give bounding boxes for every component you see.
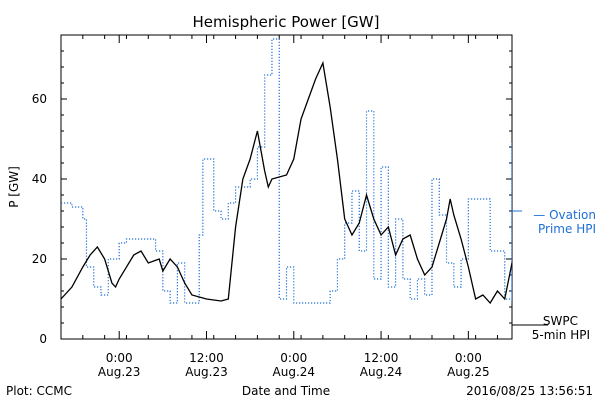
footer-left: Plot: CCMC — [6, 384, 72, 398]
series-ovation-prime-line — [61, 38, 512, 304]
y-tick-label: 40 — [32, 172, 47, 186]
chart-title: Hemispheric Power [GW] — [193, 13, 380, 31]
x-tick-time: 12:00 — [364, 351, 399, 365]
y-tick-label: 60 — [32, 92, 47, 106]
legend-ovation-label: — Ovation — [533, 208, 596, 222]
legend-ovation-label-2: Prime HPI — [538, 222, 596, 236]
x-tick-time: 0:00 — [106, 351, 133, 365]
x-tick-time: 0:00 — [455, 351, 482, 365]
x-tick-date: Aug.25 — [447, 365, 490, 379]
x-tick-time: 0:00 — [280, 351, 307, 365]
x-tick-date: Aug.24 — [273, 365, 316, 379]
x-tick-date: Aug.23 — [98, 365, 141, 379]
y-axis-label: P [GW] — [7, 166, 21, 208]
series-group — [61, 38, 512, 305]
footer-right: 2016/08/25 13:56:51 — [466, 384, 593, 398]
x-axis: 0:00Aug.2312:00Aug.230:00Aug.2412:00Aug.… — [82, 35, 498, 379]
x-axis-label: Date and Time — [242, 384, 330, 398]
legend-swpc-label: SWPC — [543, 314, 578, 328]
y-axis: 0 20 40 60 — [32, 50, 512, 346]
x-tick-date: Aug.24 — [360, 365, 403, 379]
y-tick-label: 20 — [32, 252, 47, 266]
legend-swpc-label-2: 5-min HPI — [532, 328, 590, 342]
x-tick-date: Aug.23 — [185, 365, 228, 379]
x-tick-time: 12:00 — [189, 351, 224, 365]
series-swpc-line — [61, 60, 512, 305]
y-tick-label: 0 — [39, 332, 47, 346]
